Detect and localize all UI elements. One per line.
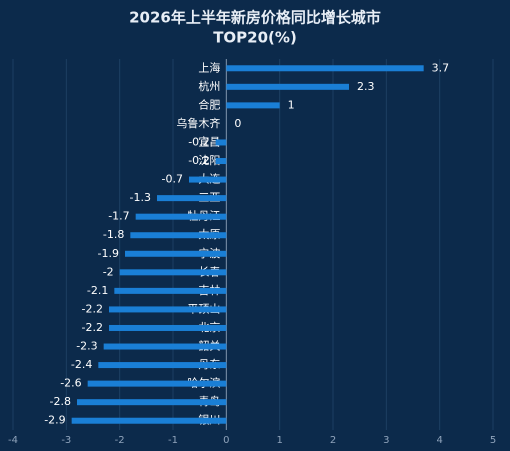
bar (77, 399, 227, 406)
value-label: 1 (288, 98, 295, 111)
x-tick-label: 1 (276, 435, 282, 446)
x-tick-label: -3 (61, 435, 71, 446)
value-label: -1.7 (108, 210, 129, 223)
value-label: 0 (234, 117, 241, 130)
bar (215, 158, 227, 165)
value-label: -2.3 (76, 340, 97, 353)
value-label: -1.3 (130, 191, 151, 204)
bar (103, 343, 227, 350)
value-label: -2 (103, 265, 114, 278)
y-tick-label: 合肥 (198, 97, 220, 111)
value-label: -2.9 (44, 414, 65, 427)
bar (87, 380, 227, 387)
bar (109, 324, 227, 331)
value-label: 2.3 (357, 80, 375, 93)
value-label: -0.2 (188, 154, 209, 167)
y-tick-label: 上海 (198, 60, 220, 74)
x-tick-label: 3 (383, 435, 389, 446)
x-tick-label: 0 (223, 435, 229, 446)
value-label: -2.2 (82, 321, 103, 334)
y-tick-label: 宜昌 (198, 134, 220, 148)
bar (215, 139, 227, 146)
bar (189, 176, 227, 183)
value-label: -0.7 (162, 173, 183, 186)
y-tick-label: 沈阳 (198, 153, 220, 167)
value-label: -2.4 (71, 358, 92, 371)
bar (114, 287, 227, 294)
x-tick-label: -1 (168, 435, 178, 446)
bar (226, 65, 424, 72)
bar (109, 306, 227, 313)
value-label: -2.2 (82, 302, 103, 315)
x-tick-label: -2 (115, 435, 125, 446)
value-label: -1.8 (103, 228, 124, 241)
value-label: -2.8 (50, 395, 71, 408)
x-tick-label: 2 (330, 435, 336, 446)
bar (157, 195, 227, 202)
value-label: -1.9 (98, 247, 119, 260)
y-tick-label: 乌鲁木齐 (176, 116, 220, 130)
bar (226, 102, 280, 109)
y-tick-label: 杭州 (198, 79, 220, 93)
value-label: -0.2 (188, 135, 209, 148)
bar (71, 417, 227, 424)
value-label: -2.1 (87, 284, 108, 297)
bar (226, 83, 349, 90)
value-label: 3.7 (432, 61, 450, 74)
x-tick-label: 5 (490, 435, 496, 446)
chart-title: 2026年上半年新房价格同比增长城市 (129, 9, 381, 27)
bar (98, 362, 227, 369)
bar (125, 250, 227, 257)
bar (130, 232, 227, 239)
bar (119, 269, 227, 276)
bar (135, 213, 227, 220)
value-label: -2.6 (60, 377, 81, 390)
x-tick-label: 4 (436, 435, 442, 446)
chart-title: TOP20(%) (213, 29, 297, 47)
x-tick-label: -4 (8, 435, 18, 446)
